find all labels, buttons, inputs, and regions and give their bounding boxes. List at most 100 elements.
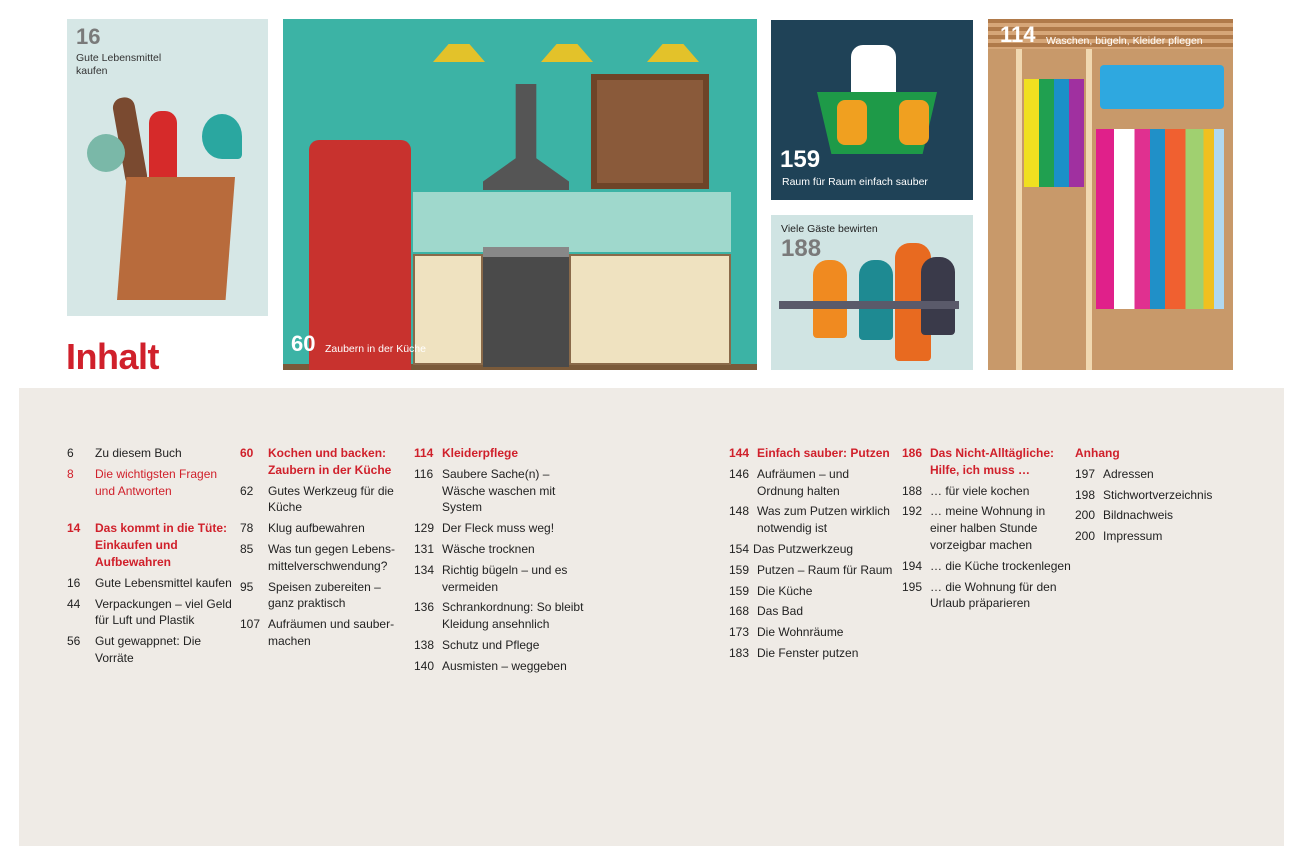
toc-page-number: 144 xyxy=(729,446,750,460)
toc-title: Die wichtigsten Fragen und Antworten xyxy=(95,466,218,498)
toc-entry[interactable]: 138 Schutz und Pflege xyxy=(414,637,584,654)
toc-entry[interactable]: 159 Die Küche xyxy=(729,583,899,600)
guests-illustration: Viele Gäste bewirten 188 xyxy=(771,215,973,370)
toc-chapter-heading[interactable]: 14 Das kommt in die Tüte: Einkaufen und A… xyxy=(67,520,237,570)
toc-page-number: 114 xyxy=(414,446,434,460)
toc-page-number: 138 xyxy=(414,637,435,652)
lamp-icon xyxy=(433,44,485,62)
toc-entry[interactable]: 200 Bildnachweis xyxy=(1075,507,1245,524)
toc-title: Wäsche trocknen xyxy=(442,541,535,556)
toc-title: Klug aufbewahren xyxy=(268,521,365,536)
toc-entry[interactable]: 129 Der Fleck muss weg! xyxy=(414,520,584,537)
toc-entry[interactable]: 197 Adressen xyxy=(1075,466,1245,483)
groceries-illustration: 16 Gute Lebensmittel kaufen xyxy=(67,19,268,316)
toc-entry[interactable]: 183 Die Fenster putzen xyxy=(729,645,899,662)
toc-title: … die Wohnung für den Urlaub präparieren xyxy=(930,579,1057,611)
toc-column: 186 Das Nicht-Alltägliche: Hilfe, ich mus… xyxy=(902,445,1072,616)
toc-page-number: 44 xyxy=(67,596,81,611)
toc-page-number: 16 xyxy=(67,575,81,590)
toc-title: … für viele kochen xyxy=(930,483,1030,498)
toc-title: Putzen – Raum für Raum xyxy=(757,562,893,577)
toc-entry[interactable]: 62 Gutes Werkzeug für die Küche xyxy=(240,483,410,517)
toc-entry[interactable]: 134 Richtig bügeln – und es vermeiden xyxy=(414,562,584,596)
toc-page-number: 62 xyxy=(240,483,254,498)
toc-chapter-heading[interactable]: 144 Einfach sauber: Putzen xyxy=(729,445,899,462)
toc-page-number: 129 xyxy=(414,521,435,536)
toc-title: Die Fenster putzen xyxy=(757,645,859,660)
toc-entry[interactable]: 6 Zu diesem Buch xyxy=(67,445,237,462)
toc-title: Was zum Putzen wirklich notwendig ist xyxy=(757,504,890,536)
tile-page-number: 16 xyxy=(76,24,101,49)
toc-title: Richtig bügeln – und es vermeiden xyxy=(442,562,568,594)
toc-page-number: 78 xyxy=(240,521,254,536)
toc-title: Der Fleck muss weg! xyxy=(442,521,555,536)
toc-column: 6 Zu diesem Buch 8 Die wichtigsten Fragen u… xyxy=(67,445,237,671)
toc-entry[interactable]: 140 Ausmisten – weggeben xyxy=(414,658,584,675)
toc-entry[interactable]: 44 Verpackungen – viel Geld für Luft und … xyxy=(67,596,237,630)
toc-title: Zu diesem Buch xyxy=(95,446,182,460)
toc-title: Adressen xyxy=(1103,466,1154,481)
toc-entry[interactable]: 8 Die wichtigsten Fragen und Antworten xyxy=(67,466,237,500)
toc-entry[interactable]: 78 Klug aufbewahren xyxy=(240,520,410,537)
toc-chapter-heading[interactable]: 60 Kochen und backen: Zaubern in der Küch… xyxy=(240,445,410,479)
toc-page-number: 194 xyxy=(902,558,923,573)
cupboard-icon xyxy=(591,74,709,189)
toc-title: Kochen und backen: Zaubern in der Küche xyxy=(268,446,392,477)
toc-page-number: 95 xyxy=(240,579,254,594)
toc-title: Schutz und Pflege xyxy=(442,637,540,652)
table-icon xyxy=(779,301,959,309)
toc-entry[interactable]: 159 Putzen – Raum für Raum xyxy=(729,562,899,579)
toc-chapter-heading[interactable]: 114 Kleiderpflege xyxy=(414,445,584,462)
toc-page-number: 8 xyxy=(67,466,74,481)
toc-entry[interactable]: 136 Schrankordnung: So bleibt Kleidung an… xyxy=(414,599,584,633)
toc-entry[interactable]: 192 … meine Wohnung in einer halben Stund… xyxy=(902,503,1072,553)
toc-entry[interactable]: 85 Was tun gegen Lebens­mittelverschwendu… xyxy=(240,541,410,575)
toc-page-number: 195 xyxy=(902,579,923,594)
lamp-icon xyxy=(541,44,593,62)
suitcase-icon xyxy=(1100,65,1224,109)
greens-icon xyxy=(202,114,242,159)
toc-title: … meine Wohnung in einer halben Stunde v… xyxy=(930,504,1046,552)
toc-entry[interactable]: 194 … die Küche trocken­legen xyxy=(902,558,1072,575)
toc-chapter-heading[interactable]: Anhang xyxy=(1075,445,1245,462)
toc-page-number: 56 xyxy=(67,634,81,649)
toc-entry[interactable]: 16 Gute Lebensmittel kaufen xyxy=(67,575,237,592)
toc-page-number: 154 xyxy=(729,541,750,556)
toc-entry[interactable]: 116 Saubere Sache(n) – Wäsche waschen mit… xyxy=(414,466,584,516)
tile-backsplash xyxy=(413,192,731,252)
toc-entry[interactable]: 200 Impressum xyxy=(1075,528,1245,545)
stove-icon xyxy=(483,247,569,367)
toc-column: 60 Kochen und backen: Zaubern in der Küch… xyxy=(240,445,410,654)
toc-page-number: 200 xyxy=(1075,529,1096,544)
counter-cabinet xyxy=(413,254,483,365)
toc-entry[interactable]: 188 … für viele kochen xyxy=(902,483,1072,500)
toc-title: Einfach sauber: Putzen xyxy=(757,446,890,460)
tile-caption: Zaubern in der Küche xyxy=(325,343,426,355)
toc-entry[interactable]: 195 … die Wohnung für den Urlaub präparie… xyxy=(902,579,1072,613)
toc-title: Das kommt in die Tüte: Einkaufen und Auf… xyxy=(95,521,228,569)
tile-caption: Waschen, bügeln, Kleider pflegen xyxy=(1046,35,1203,47)
toc-title: Was tun gegen Lebens­mittelverschwendung… xyxy=(268,541,395,573)
glove-icon xyxy=(837,100,867,145)
cleaning-illustration: 159 Raum für Raum einfach sauber xyxy=(771,20,973,200)
toc-entry[interactable]: 148 Was zum Putzen wirklich notwendig ist xyxy=(729,503,899,537)
person-icon xyxy=(859,260,893,340)
toc-title: Das Putzwerkzeug xyxy=(753,541,854,556)
toc-entry[interactable]: 154 Das Putzwerkzeug xyxy=(729,541,899,558)
toc-title: Das Nicht-Alltägliche: Hilfe, ich muss … xyxy=(930,446,1055,477)
toc-entry[interactable]: 173 Die Wohnräume xyxy=(729,624,899,641)
toc-entry[interactable]: 95 Speisen zubereiten – ganz praktisch xyxy=(240,579,410,613)
toc-chapter-heading[interactable]: 186 Das Nicht-Alltägliche: Hilfe, ich mus… xyxy=(902,445,1072,479)
toc-entry[interactable]: 56 Gut gewappnet: Die Vorräte xyxy=(67,633,237,667)
clothes-icon xyxy=(1024,79,1084,187)
toc-title: Impressum xyxy=(1103,529,1163,544)
toc-page-number: 198 xyxy=(1075,487,1096,502)
toc-entry[interactable]: 107 Aufräumen und sauber­machen xyxy=(240,616,410,650)
toc-page-number: 159 xyxy=(729,562,750,577)
toc-entry[interactable]: 146 Aufräumen – und Ordnung halten xyxy=(729,466,899,500)
toc-entry[interactable]: 131 Wäsche trocknen xyxy=(414,541,584,558)
toc-entry[interactable]: 168 Das Bad xyxy=(729,603,899,620)
toc-title: Gute Lebensmittel kaufen xyxy=(95,575,232,590)
toc-entry[interactable]: 198 Stichwortverzeichnis xyxy=(1075,487,1245,504)
toc-title: Ausmisten – weggeben xyxy=(442,658,567,673)
